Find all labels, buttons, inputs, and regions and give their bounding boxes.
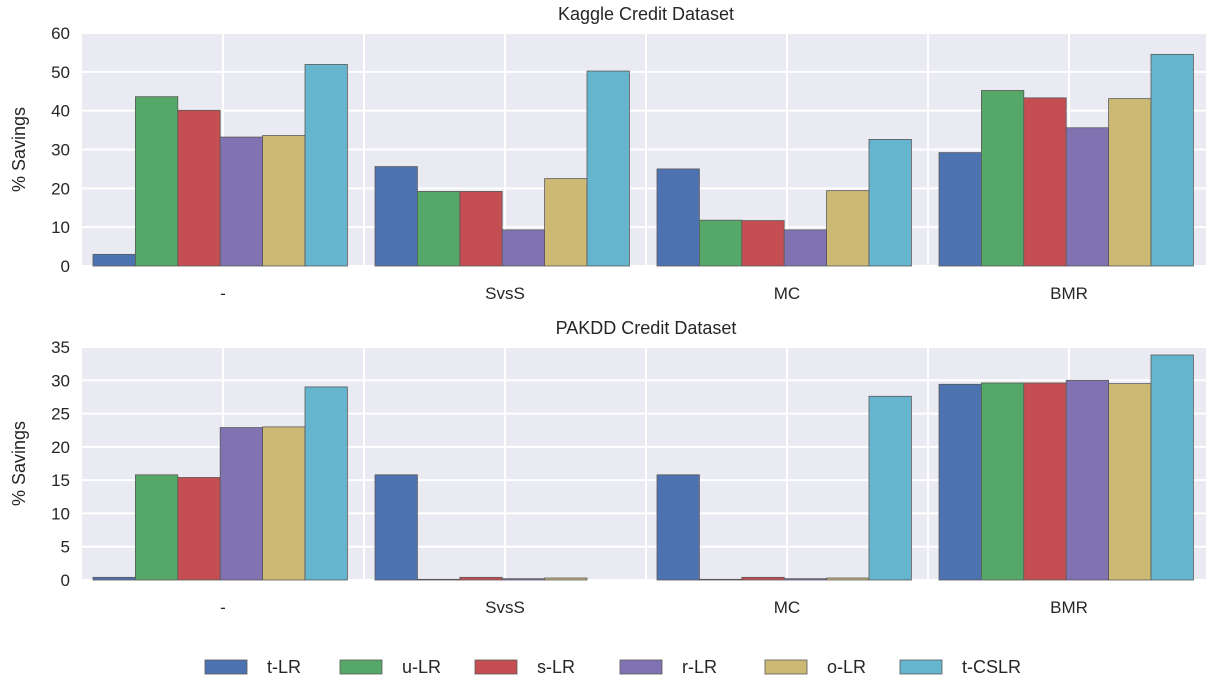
- y-tick-label: 30: [51, 141, 70, 160]
- x-category-label: SvsS: [485, 284, 525, 303]
- y-tick-label: 50: [51, 63, 70, 82]
- y-tick-label: 15: [51, 471, 70, 490]
- bar: [416, 191, 461, 267]
- bar: [741, 576, 785, 581]
- bar: [501, 229, 546, 267]
- y-tick-label: 20: [51, 438, 70, 457]
- y-tick-label: 30: [51, 371, 70, 390]
- y-tick-label: 5: [61, 538, 70, 557]
- bar: [656, 474, 700, 581]
- bar: [262, 135, 306, 267]
- legend-label: t-LR: [267, 657, 301, 677]
- bar: [92, 576, 136, 581]
- y-tick-label: 0: [61, 257, 70, 276]
- bar: [1023, 97, 1067, 267]
- bar: [981, 90, 1025, 267]
- bar: [416, 578, 461, 581]
- bar: [134, 96, 179, 267]
- bar: [459, 576, 503, 581]
- x-category-label: -: [220, 284, 226, 303]
- x-category-label: BMR: [1050, 598, 1088, 617]
- chart-title: PAKDD Credit Dataset: [556, 318, 737, 338]
- legend: t-LR u-LR s-LR r-LR o-LR t-CSLR: [204, 657, 1021, 677]
- bar: [938, 152, 982, 267]
- legend-swatch: [764, 659, 808, 675]
- x-category-label: MC: [774, 284, 800, 303]
- bar: [826, 577, 870, 581]
- bar: [219, 136, 263, 267]
- legend-label: u-LR: [402, 657, 441, 677]
- bar: [219, 427, 263, 581]
- y-tick-label: 60: [51, 24, 70, 43]
- legend-label: o-LR: [827, 657, 866, 677]
- legend-swatch: [899, 659, 943, 675]
- bar: [699, 578, 743, 581]
- legend-swatch: [619, 659, 663, 675]
- x-category-label: -: [220, 598, 226, 617]
- legend-swatch: [339, 659, 383, 675]
- bar: [177, 477, 221, 581]
- bar: [1023, 382, 1067, 581]
- x-category-label: SvsS: [485, 598, 525, 617]
- bar: [1065, 379, 1109, 581]
- bar: [981, 382, 1025, 581]
- bar: [586, 70, 630, 267]
- bar: [938, 383, 982, 581]
- bar: [177, 109, 221, 267]
- bar: [92, 253, 136, 267]
- bar: [304, 386, 348, 581]
- y-tick-label: 35: [51, 338, 70, 357]
- bar: [1150, 53, 1194, 267]
- bar: [544, 577, 588, 581]
- legend-label: s-LR: [537, 657, 575, 677]
- y-tick-label: 20: [51, 179, 70, 198]
- y-axis-label: % Savings: [9, 107, 29, 192]
- bar: [868, 395, 912, 581]
- bar: [699, 219, 743, 267]
- bar: [741, 220, 785, 267]
- legend-swatch: [474, 659, 518, 675]
- bar: [134, 474, 179, 581]
- chart-panel-1: 0 10 20 30 40 50 60 Kaggle Credit Dataset % Savi…: [9, 4, 1206, 303]
- bar: [544, 178, 588, 267]
- x-category-label: MC: [774, 598, 800, 617]
- y-tick-label: 10: [51, 504, 70, 523]
- bar: [1150, 354, 1194, 581]
- bar: [783, 578, 828, 581]
- bar: [374, 474, 418, 581]
- bar: [374, 166, 418, 267]
- bar: [783, 229, 828, 267]
- y-tick-label: 40: [51, 102, 70, 121]
- legend-swatch: [204, 659, 248, 675]
- bar: [459, 191, 503, 267]
- y-tick-label: 25: [51, 405, 70, 424]
- bar: [304, 64, 348, 267]
- bar: [1108, 383, 1152, 581]
- bar: [262, 426, 306, 581]
- x-category-label: BMR: [1050, 284, 1088, 303]
- y-tick-label: 10: [51, 218, 70, 237]
- chart-title: Kaggle Credit Dataset: [558, 4, 734, 24]
- bar: [868, 139, 912, 267]
- bar: [826, 190, 870, 267]
- y-tick-label: 0: [61, 571, 70, 590]
- legend-label: r-LR: [682, 657, 717, 677]
- bar: [501, 578, 546, 581]
- y-axis-label: % Savings: [9, 421, 29, 506]
- bar: [1065, 127, 1109, 267]
- legend-label: t-CSLR: [962, 657, 1021, 677]
- bar: [1108, 98, 1152, 267]
- bar: [656, 168, 700, 267]
- chart-panel-2: 0 5 10 15 20 25 30 35 PAKDD Credit Dataset % Savi…: [9, 318, 1206, 617]
